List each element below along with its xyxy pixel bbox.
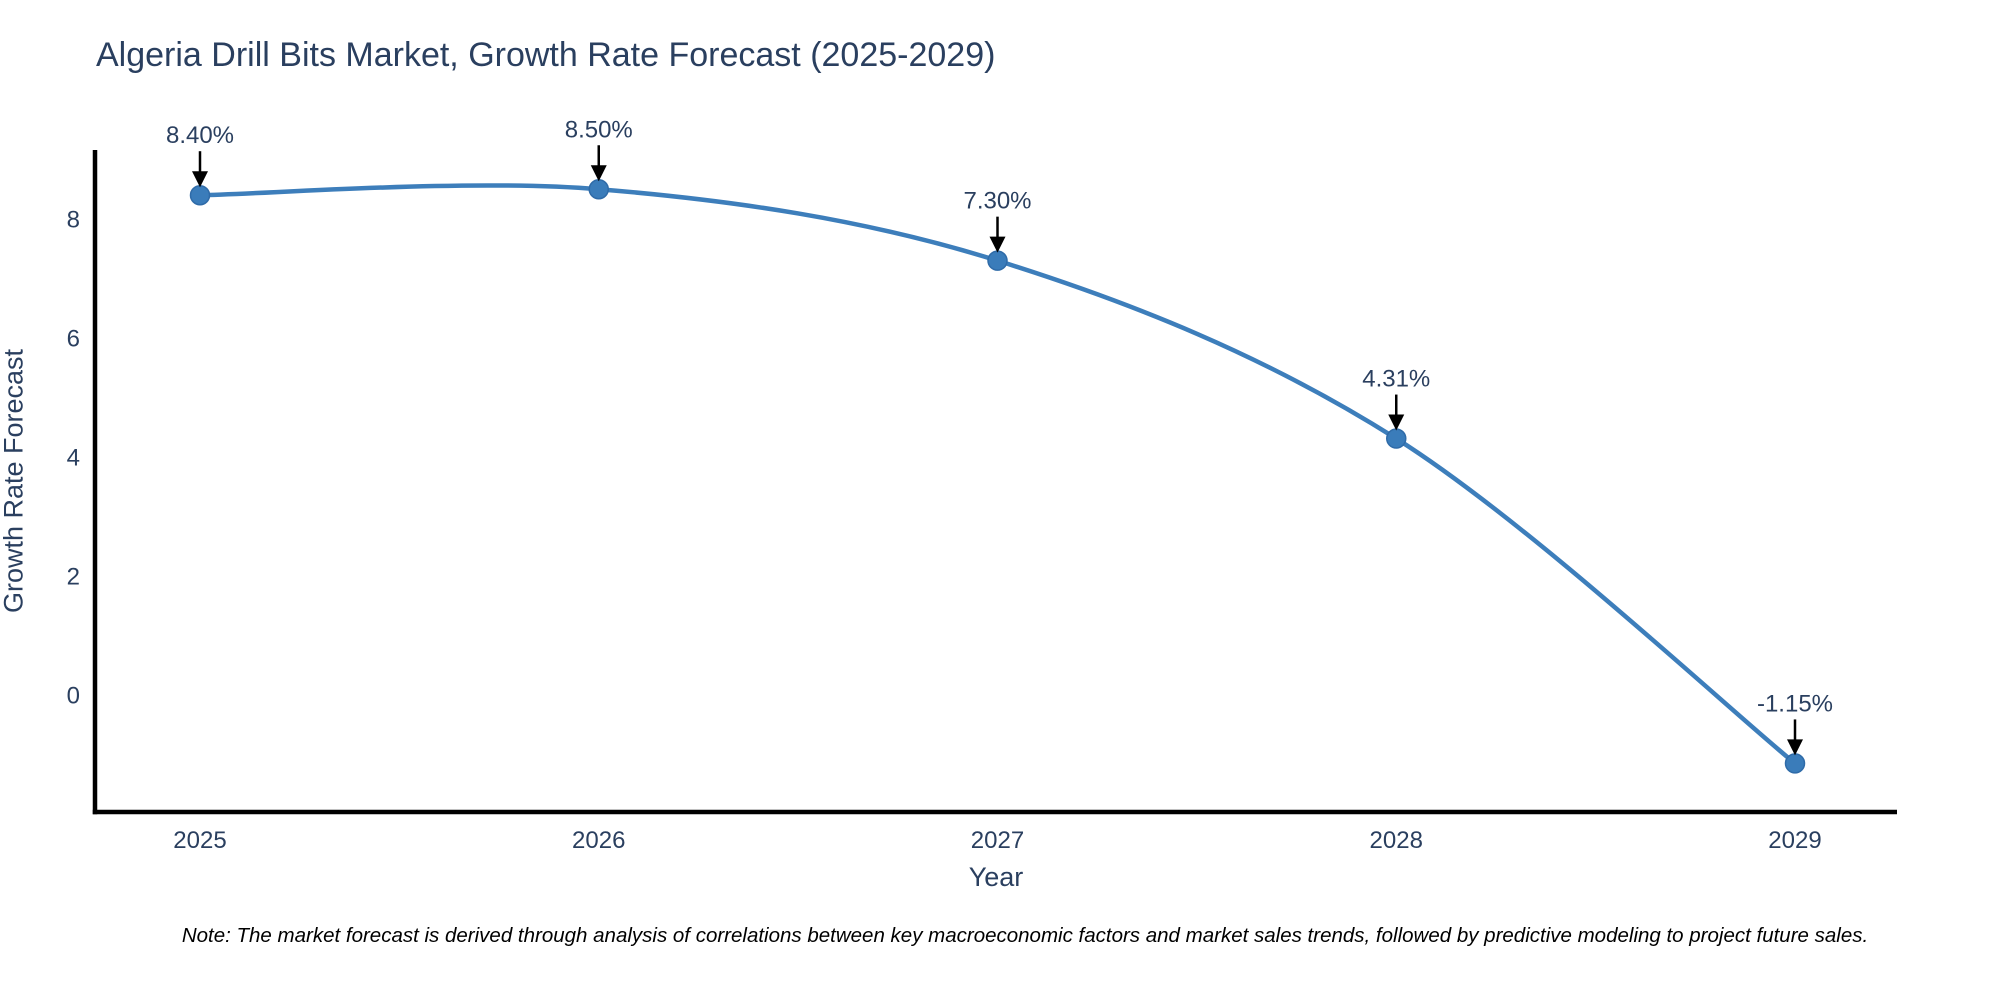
chart-footnote: Note: The market forecast is derived thr… <box>181 924 1869 947</box>
chart-title: Algeria Drill Bits Market, Growth Rate F… <box>96 36 996 74</box>
data-point-label: 8.40% <box>166 122 234 149</box>
data-point-marker <box>1784 753 1806 774</box>
y-tick-label: 8 <box>67 207 80 234</box>
x-tick-label: 2025 <box>173 827 226 854</box>
annotation-arrowhead-icon <box>989 236 1006 253</box>
y-tick-label: 0 <box>67 683 80 710</box>
y-tick-label: 6 <box>67 326 80 353</box>
series-line <box>197 183 1798 766</box>
data-point-marker <box>1386 428 1407 449</box>
x-tick-label: 2029 <box>1768 827 1821 854</box>
y-tick-label: 4 <box>67 445 80 472</box>
data-point-marker <box>189 184 211 206</box>
annotation-arrowhead-icon <box>1388 414 1405 431</box>
annotation-arrowhead-icon <box>192 171 208 188</box>
annotation-arrowhead-icon <box>590 165 607 182</box>
data-point-label: 8.50% <box>565 116 633 143</box>
data-point-marker <box>987 250 1008 271</box>
data-point-label: 4.31% <box>1362 366 1430 393</box>
x-tick-label: 2027 <box>971 827 1024 854</box>
x-tick-label: 2026 <box>572 827 625 854</box>
data-point-marker <box>588 179 609 200</box>
data-point-label: -1.15% <box>1757 690 1833 717</box>
data-point-label: 7.30% <box>963 188 1031 215</box>
y-tick-label: 2 <box>67 564 80 591</box>
x-axis-title: Year <box>968 862 1024 892</box>
x-tick-label: 2028 <box>1370 827 1423 854</box>
annotation-arrowhead-icon <box>1787 739 1803 756</box>
